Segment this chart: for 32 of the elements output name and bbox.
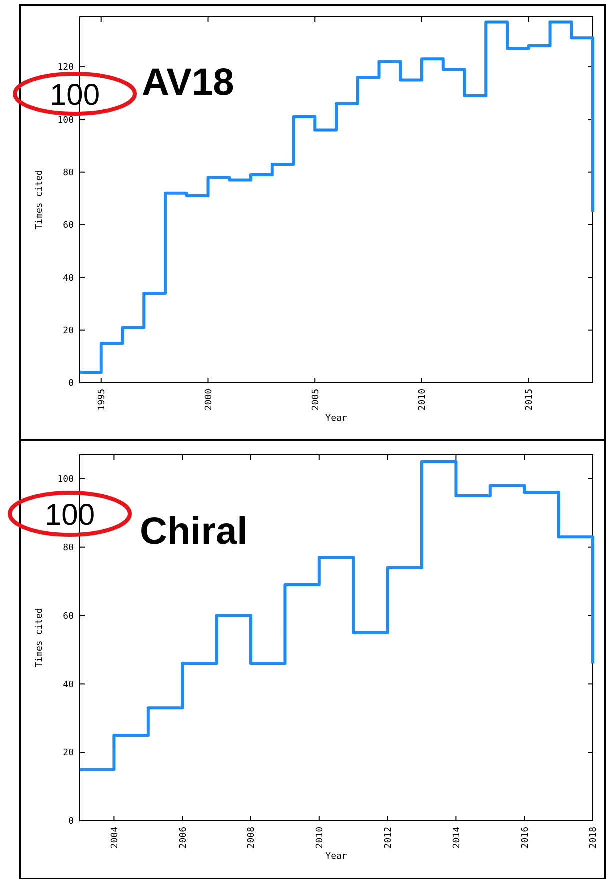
x-tick-label: 2014 [452, 827, 462, 849]
x-tick-label: 2006 [178, 827, 189, 849]
x-tick-label: 2010 [316, 827, 326, 849]
x-tick-label: 2004 [110, 827, 120, 849]
y-axis-title: Times cited [35, 170, 45, 230]
y-tick-label: 100 [58, 116, 74, 126]
text: Chiral [140, 511, 248, 553]
text: AV18 [142, 62, 234, 104]
x-tick-label: 2015 [525, 389, 536, 411]
x-tick-label: 2010 [418, 389, 428, 411]
y-tick-label: 80 [63, 168, 74, 179]
y-tick-label: 120 [58, 63, 74, 74]
x-tick-label: 2000 [204, 389, 214, 411]
x-axis-title: Year [326, 852, 348, 862]
y-tick-label: 100 [58, 475, 74, 486]
y-axis-title: Times cited [35, 608, 45, 668]
y-tick-label: 0 [68, 379, 74, 390]
x-tick-label: 2018 [589, 827, 600, 849]
y-tick-label: 80 [63, 544, 74, 554]
x-tick-label: 2008 [247, 827, 258, 849]
x-axis-title: Year [326, 414, 348, 424]
y-tick-label: 60 [63, 221, 74, 232]
x-tick-label: 2005 [311, 389, 322, 411]
x-tick-label: 1995 [98, 389, 108, 411]
y-tick-label: 20 [63, 748, 74, 759]
y-tick-label: 0 [68, 817, 74, 828]
x-tick-label: 2012 [384, 827, 394, 849]
y-tick-label: 40 [63, 680, 74, 690]
y-tick-label: 40 [63, 274, 74, 284]
y-tick-label: 60 [63, 612, 74, 622]
y-tick-label: 20 [63, 326, 74, 336]
x-tick-label: 2016 [520, 827, 531, 849]
